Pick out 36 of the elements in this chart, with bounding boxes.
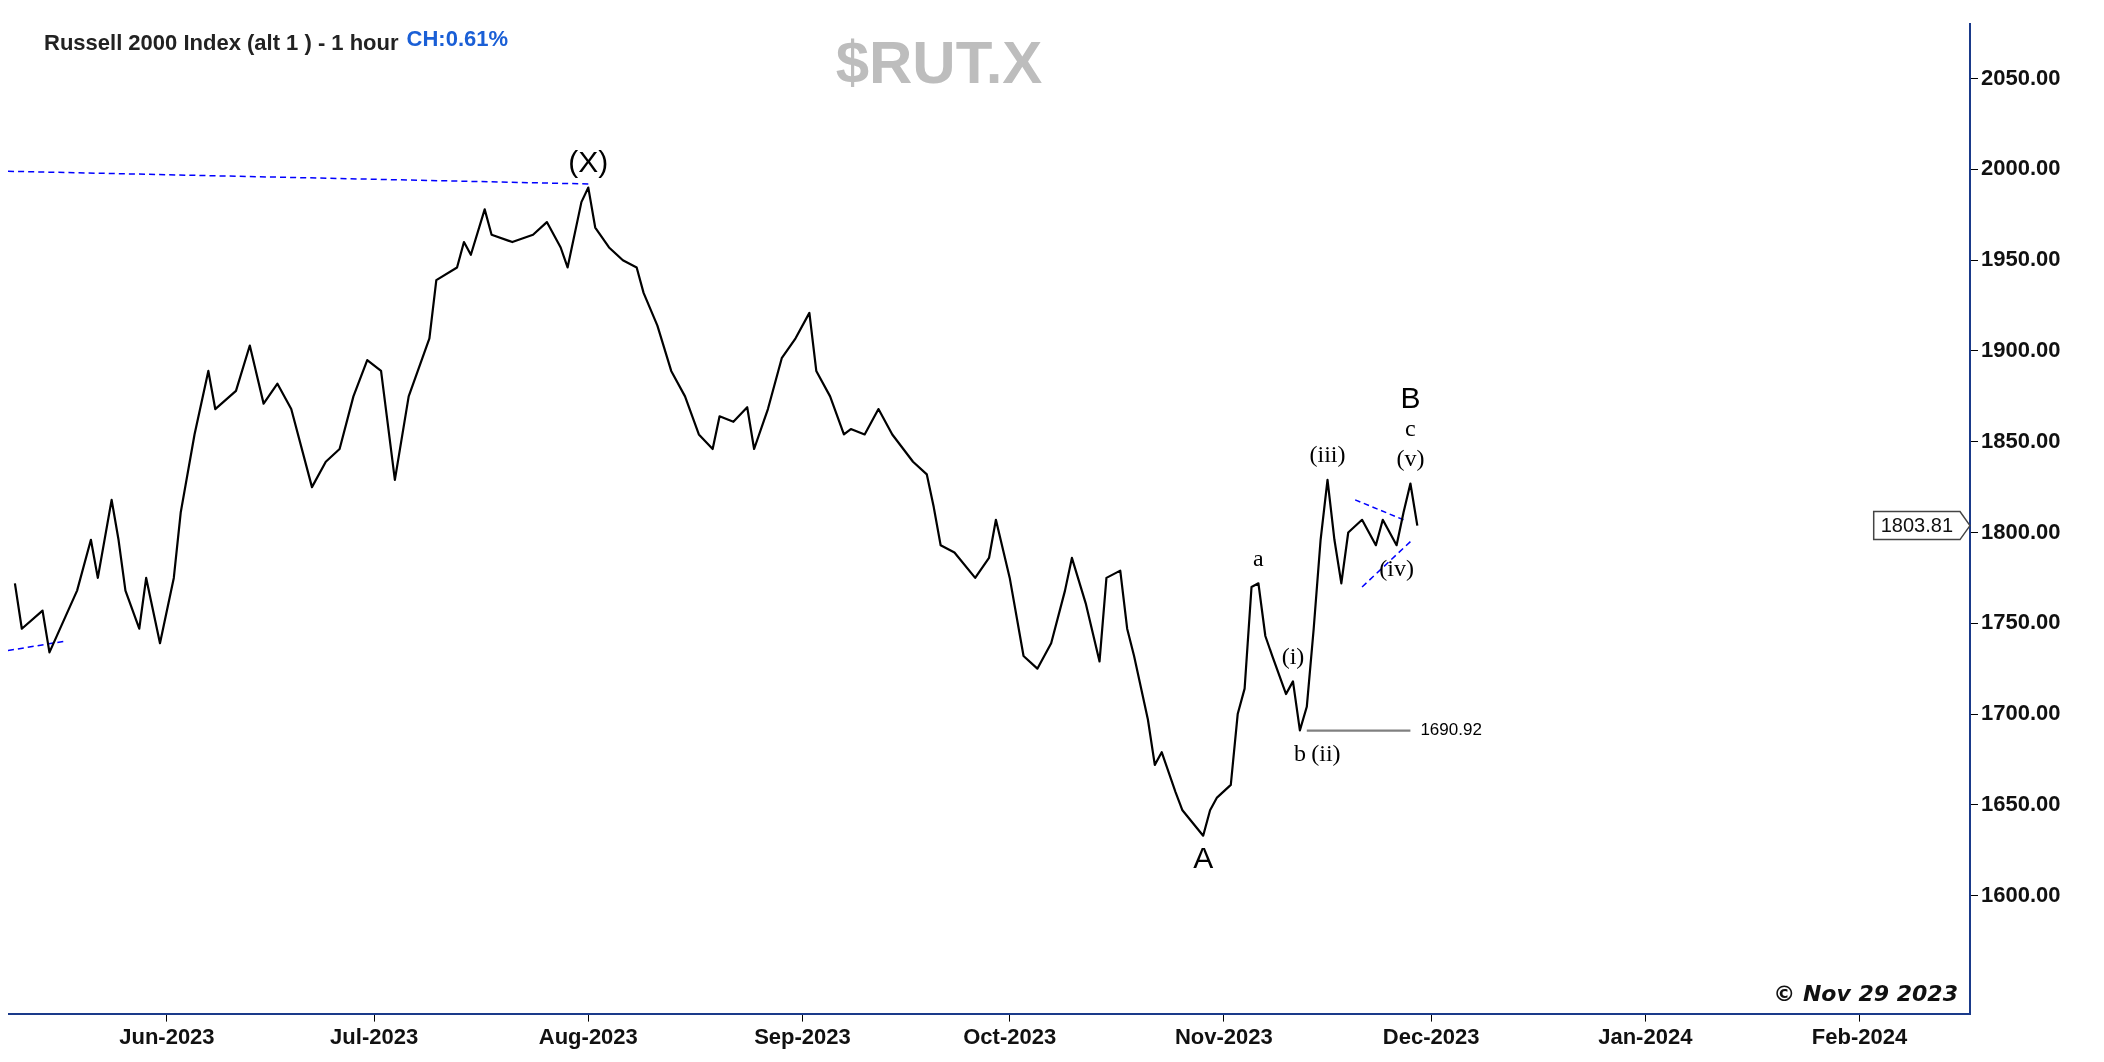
y-tick-label: 1750.00 — [1981, 609, 2061, 635]
annotation: © Nov 29 2023 — [1773, 981, 1958, 1007]
y-tick-label: 1600.00 — [1981, 881, 2061, 907]
annotation: 1803.81 — [1880, 514, 1953, 537]
annotation: c — [1405, 414, 1416, 441]
y-tick-label: 1900.00 — [1981, 337, 2061, 363]
annotation: b — [1293, 739, 1306, 766]
x-tick-label: Aug-2023 — [538, 1023, 638, 1049]
y-tick-label: 1800.00 — [1981, 518, 2061, 544]
y-tick-label: 1950.00 — [1981, 246, 2061, 272]
annotation: (X) — [568, 144, 609, 178]
x-tick-label: Feb-2024 — [1811, 1023, 1908, 1049]
y-tick-label: 2000.00 — [1981, 155, 2061, 181]
annotation: B — [1400, 380, 1421, 414]
x-tick-label: Jan-2024 — [1598, 1023, 1694, 1049]
annotation: a — [1253, 544, 1265, 571]
y-tick-label: 2050.00 — [1981, 64, 2061, 90]
annotation: (v) — [1396, 444, 1425, 471]
x-tick-label: Sep-2023 — [754, 1023, 851, 1049]
annotation: (iii) — [1309, 441, 1346, 468]
x-tick-label: Jul-2023 — [330, 1023, 419, 1049]
y-tick-label: 1650.00 — [1981, 790, 2061, 816]
y-tick-label: 1850.00 — [1981, 427, 2061, 453]
x-tick-label: Jun-2023 — [119, 1023, 215, 1049]
annotation: 1690.92 — [1420, 720, 1482, 740]
x-tick-label: Oct-2023 — [963, 1023, 1057, 1049]
chart-subtitle: CH:0.61% — [406, 26, 509, 52]
x-tick-label: Nov-2023 — [1174, 1023, 1273, 1049]
y-tick-label: 1700.00 — [1981, 700, 2061, 726]
annotation: (ii) — [1311, 739, 1341, 766]
x-tick-label: Dec-2023 — [1382, 1023, 1480, 1049]
annotation: (i) — [1281, 642, 1305, 669]
annotation: A — [1193, 840, 1214, 874]
annotation: $RUT.X — [835, 28, 1043, 96]
annotation: (iv) — [1379, 554, 1414, 581]
chart-title: Russell 2000 Index (alt 1 ) - 1 hour — [44, 30, 399, 56]
